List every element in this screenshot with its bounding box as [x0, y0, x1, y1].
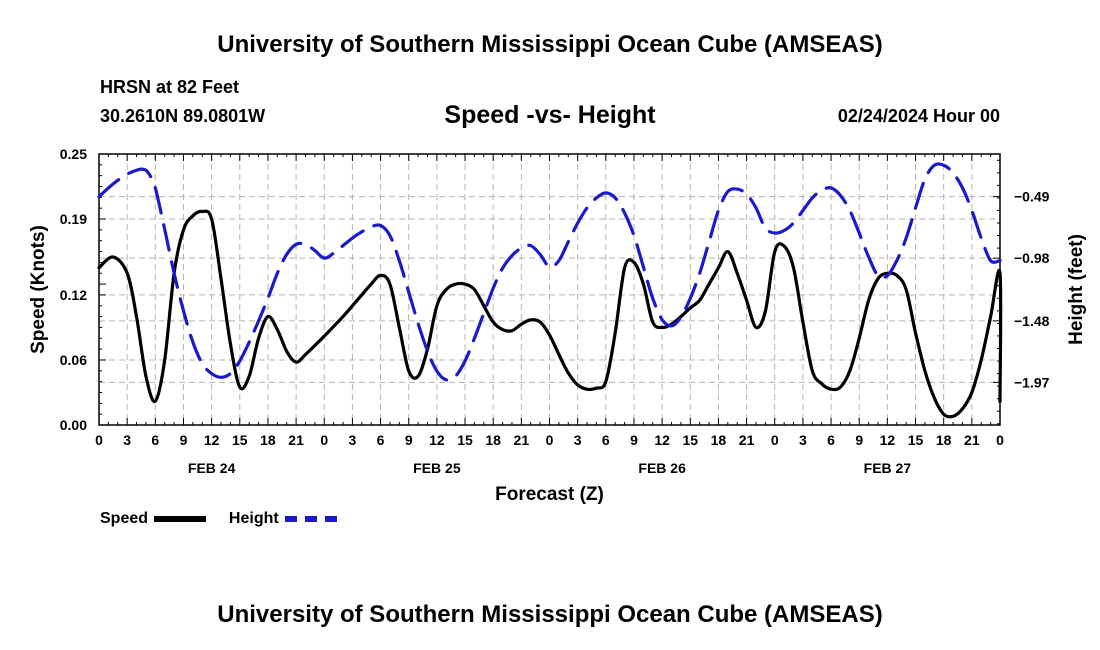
x-tick-label: 21 — [514, 432, 530, 448]
y-tick-label: 0.25 — [60, 146, 87, 162]
y-axis-title: Speed (Knots) — [28, 225, 49, 354]
x-tick-label: 18 — [936, 432, 952, 448]
y-tick-label: 0.12 — [60, 287, 87, 303]
legend-height-label: Height — [228, 510, 279, 527]
x-tick-label: 12 — [204, 432, 220, 448]
x-tick-label: 9 — [855, 432, 863, 448]
coordinates-label: 30.2610N 89.0801W — [100, 106, 266, 126]
x-tick-label: 3 — [349, 432, 357, 448]
x-tick-label: 15 — [908, 432, 924, 448]
x-tick-label: 15 — [457, 432, 473, 448]
y2-axis-title: Height (feet) — [1066, 234, 1087, 345]
x-tick-label: 18 — [485, 432, 501, 448]
chart-subtitle: Speed -vs- Height — [444, 101, 656, 129]
x-tick-label: 9 — [180, 432, 188, 448]
y2-tick-label: −1.48 — [1014, 313, 1050, 329]
x-tick-label: 6 — [602, 432, 610, 448]
chart-series — [97, 162, 1003, 419]
legend: Speed Height — [100, 510, 338, 528]
forecast-datetime: 02/24/2024 Hour 00 — [837, 106, 1000, 126]
y-tick-label: 0.06 — [60, 352, 87, 368]
chart-main-title: University of Southern Mississippi Ocean… — [217, 31, 883, 58]
x-tick-label: 0 — [771, 432, 779, 448]
x-tick-label: 12 — [880, 432, 896, 448]
date-label: FEB 24 — [188, 460, 236, 476]
x-tick-label: 3 — [799, 432, 807, 448]
x-tick-label: 12 — [654, 432, 670, 448]
station-label: HRSN at 82 Feet — [100, 77, 240, 97]
chart-ticks — [98, 153, 1001, 426]
x-tick-label: 15 — [232, 432, 248, 448]
x-tick-label: 3 — [574, 432, 582, 448]
chart-labels: 0 3 6 9 12 15 18 21 0 3 6 9 12 15 18 21 0 3 6 9 12 15 18 21 0 3 6 9… — [28, 146, 1087, 505]
date-label: FEB 26 — [638, 460, 686, 476]
x-tick-label: 6 — [377, 432, 385, 448]
y-tick-label: 0.19 — [60, 211, 87, 227]
x-tick-label: 21 — [739, 432, 755, 448]
y-tick-label: 0.00 — [60, 417, 87, 433]
footer-title: University of Southern Mississippi Ocean… — [217, 601, 883, 628]
x-tick-label: 9 — [405, 432, 413, 448]
legend-speed-label: Speed — [100, 510, 149, 527]
x-tick-label: 0 — [320, 432, 328, 448]
x-tick-label: 3 — [123, 432, 131, 448]
y2-tick-label: −0.49 — [1014, 189, 1050, 205]
speed-series-line — [97, 209, 1003, 419]
date-label: FEB 25 — [413, 460, 461, 476]
x-tick-label: 9 — [630, 432, 638, 448]
x-tick-label: 15 — [682, 432, 698, 448]
x-tick-label: 18 — [711, 432, 727, 448]
x-tick-label: 0 — [95, 432, 103, 448]
legend-height-swatch — [285, 515, 338, 522]
chart-grid — [99, 154, 1000, 425]
x-tick-label: 18 — [260, 432, 276, 448]
speed-height-chart: 0 3 6 9 12 15 18 21 0 3 6 9 12 15 18 21 0 3 6 9 12 15 18 21 0 3 6 9… — [28, 146, 1087, 505]
y2-tick-label: −1.97 — [1014, 374, 1050, 390]
y2-tick-label: −0.98 — [1014, 250, 1050, 266]
x-tick-label: 21 — [964, 432, 980, 448]
x-tick-label: 6 — [827, 432, 835, 448]
x-tick-label: 21 — [288, 432, 304, 448]
legend-speed-swatch — [154, 515, 207, 522]
x-tick-label: 12 — [429, 432, 445, 448]
x-tick-label: 0 — [996, 432, 1004, 448]
date-label: FEB 27 — [864, 460, 912, 476]
x-tick-label: 0 — [546, 432, 554, 448]
x-tick-label: 6 — [151, 432, 159, 448]
x-axis-title: Forecast (Z) — [495, 484, 604, 505]
height-series-line — [97, 162, 1002, 382]
